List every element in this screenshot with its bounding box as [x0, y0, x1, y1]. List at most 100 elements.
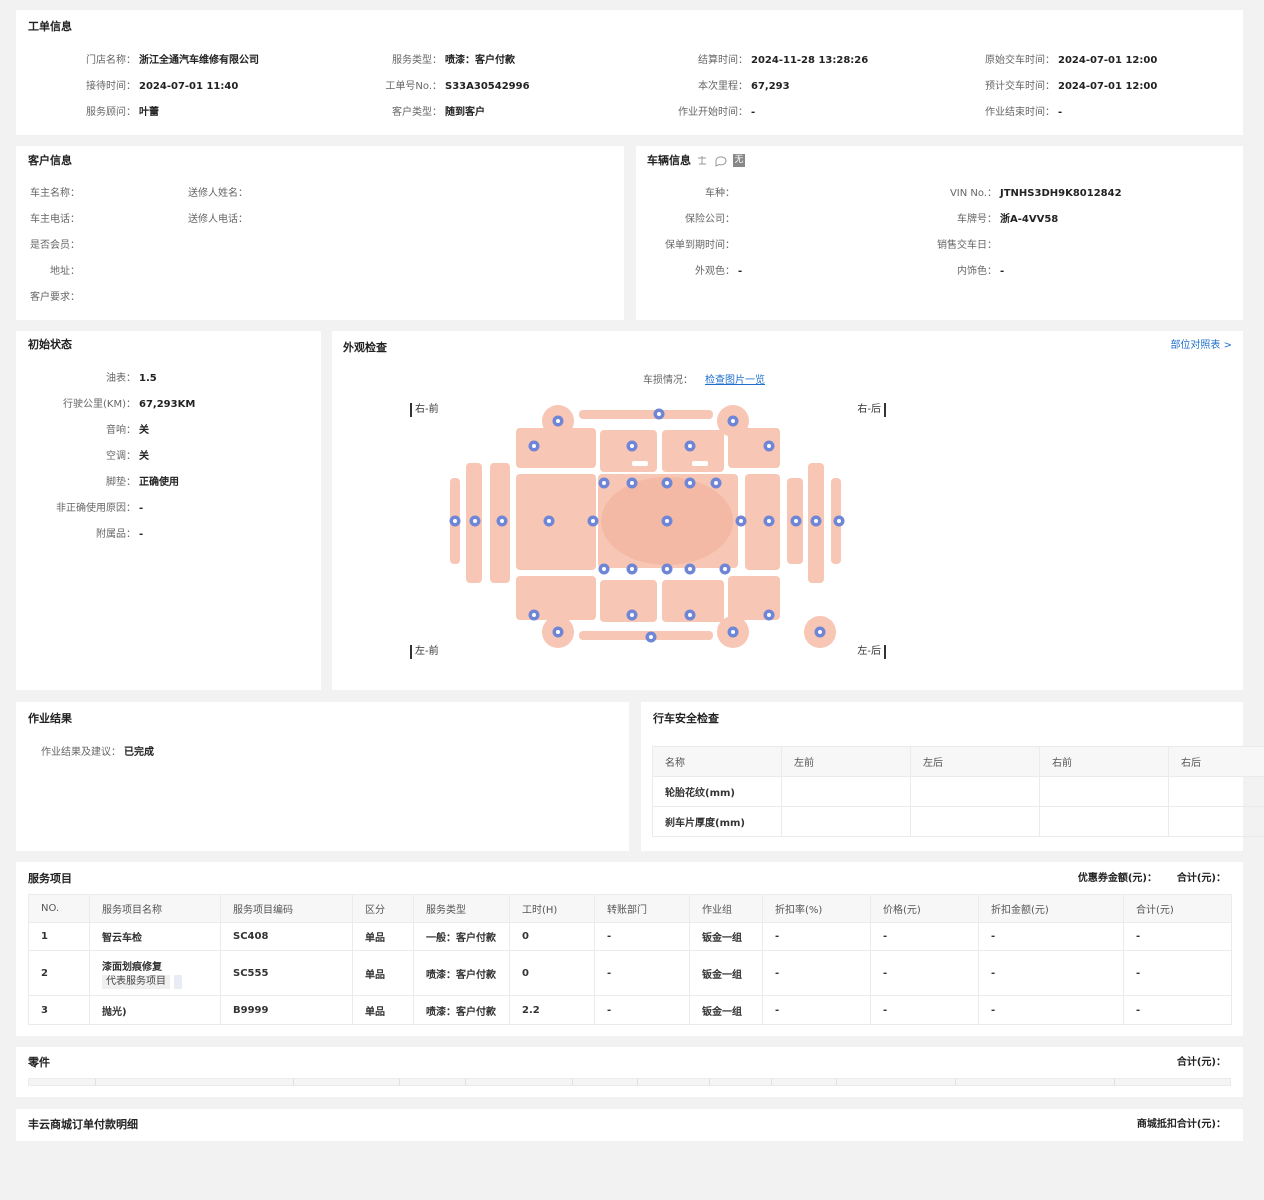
section-title: 零件 — [28, 1056, 50, 1069]
cell: - — [594, 995, 690, 1025]
handle — [692, 574, 708, 579]
cell: - — [978, 922, 1124, 951]
inspection-point-center — [731, 419, 735, 423]
cell: 一般：客户付款 — [413, 922, 510, 951]
inspection-point-center — [556, 419, 560, 423]
cell: - — [870, 950, 979, 996]
service-table: NO. 服务项目名称 服务项目编码 区分 服务类型 工时(H) 转账部门 作业组 折扣率(%) 价… — [28, 894, 1232, 1025]
field-value: 67,293 — [751, 81, 790, 92]
field-label: 工单号No.： — [385, 81, 442, 92]
field-label: 接待时间： — [86, 81, 136, 92]
field-value: 喷漆：客户付款 — [445, 55, 515, 66]
inspection-point-center — [688, 567, 692, 571]
field-value: 67,293KM — [139, 399, 196, 410]
reference-link[interactable]: 部位对照表 > — [1170, 340, 1232, 351]
field-label: 是否会员： — [30, 240, 80, 251]
inspection-point-center — [532, 613, 536, 617]
field-label: 送修人姓名： — [188, 188, 248, 199]
field-label: 车牌号： — [957, 214, 997, 225]
initial-state-card: 初始状态 油表： 1.5 行驶公里(KM)： 67,293KM 音响：关空调：关脚垫： 正确… — [16, 331, 321, 690]
field-label: 附属品： — [96, 529, 136, 540]
header-cell: 右前 — [1039, 746, 1169, 777]
section-title: 外观检查 — [343, 341, 387, 354]
inspection-point-center — [665, 567, 669, 571]
field-value: 已完成 — [124, 747, 154, 758]
vehicle-icons — [698, 156, 727, 167]
appearance-card: 外观检查 部位对照表 > 车损情况： 检查图片一览 右-前 右-后 左-前 左-后 — [332, 331, 1243, 690]
corner-label: 右-前 — [410, 403, 445, 417]
inspection-point-center — [556, 630, 560, 634]
header-cell: 作业组 — [689, 894, 763, 923]
badge: 无 — [733, 154, 745, 167]
cell: - — [1123, 995, 1232, 1025]
field-value: 浙A-4VV58 — [1000, 214, 1059, 225]
service-tag: 代表服务项目 — [102, 974, 170, 989]
column-divider — [1114, 1079, 1115, 1085]
field-value: 正确使用 — [139, 477, 179, 488]
header-cell: 合计(元) — [1123, 894, 1232, 923]
inspection-point-center — [794, 519, 798, 523]
inspection-point-center — [630, 567, 634, 571]
inspection-point-center — [602, 481, 606, 485]
field-value: 2024-11-28 13:28:26 — [751, 55, 869, 66]
inspection-point-center — [547, 519, 551, 523]
cell: 单品 — [352, 950, 414, 996]
field-label: 销售交车日： — [937, 240, 997, 251]
mall-card: 丰云商城订单付款明细 商城抵扣合计(元)： — [16, 1109, 1243, 1141]
cell: SC408 — [220, 922, 353, 951]
corner-label: 左-前 — [410, 645, 445, 659]
header-cell: 转账部门 — [594, 894, 690, 923]
inspection-point-center — [532, 444, 536, 448]
cell: - — [762, 950, 871, 996]
cell: - — [594, 922, 690, 951]
field-value: - — [139, 529, 144, 540]
field-value: - — [1000, 266, 1005, 277]
cell — [910, 806, 1040, 837]
column-divider — [572, 1079, 573, 1085]
inspection-point-center — [723, 567, 727, 571]
cell: - — [978, 995, 1124, 1025]
parts-card: 零件 合计(元)： — [16, 1047, 1243, 1097]
column-divider — [709, 1079, 710, 1085]
cell — [781, 776, 911, 807]
inspection-point-center — [665, 481, 669, 485]
field-value: 浙江全通汽车维修有限公司 — [139, 55, 259, 66]
cell: - — [978, 950, 1124, 996]
photos-link[interactable]: 检查图片一览 — [705, 375, 765, 386]
cell — [1039, 806, 1169, 837]
inspection-point-center — [767, 444, 771, 448]
service-name: 漆面划痕修复 — [102, 961, 162, 973]
cell: 2 — [28, 950, 90, 996]
inspection-point-center — [473, 519, 477, 523]
field-value: 2024-07-01 12:00 — [1058, 81, 1158, 92]
vehicle-card: 车辆信息 无车种： VIN No.： JTNHS3DH9K8012842 保险公司： 车牌… — [636, 146, 1243, 320]
handle — [692, 461, 708, 466]
section-title: 初始状态 — [28, 338, 72, 351]
tag-box — [174, 974, 182, 989]
inspection-point-center — [731, 630, 735, 634]
car-panel — [579, 410, 713, 419]
car-diagram — [449, 405, 845, 648]
header-cell: 左后 — [910, 746, 1040, 777]
cell — [781, 806, 911, 837]
cell: B9999 — [220, 995, 353, 1025]
total-label: 合计(元)： — [1176, 1057, 1226, 1068]
field-label: 车种： — [705, 188, 735, 199]
field-label: VIN No.： — [949, 188, 997, 199]
section-title: 工单信息 — [28, 20, 72, 33]
car-panel — [728, 576, 780, 620]
section-title: 车辆信息 — [647, 154, 691, 167]
field-value: - — [139, 503, 144, 514]
field-value: 随到客户 — [445, 107, 485, 118]
field-value: - — [738, 266, 743, 277]
icon — [698, 156, 706, 165]
table-header: NO. 服务项目名称 服务项目编码 区分 服务类型 工时(H) 转账部门 作业组 折扣率(%) 价… — [28, 894, 1232, 923]
total-label: 合计(元)： — [1176, 873, 1226, 884]
corner-label: 右-后 — [851, 403, 886, 417]
field-label: 地址： — [50, 266, 80, 277]
field-label: 外观色： — [695, 266, 735, 277]
header-cell: 服务项目编码 — [220, 894, 353, 923]
field-label: 油表： — [106, 373, 136, 384]
field-value: - — [751, 107, 756, 118]
handle — [632, 461, 648, 466]
